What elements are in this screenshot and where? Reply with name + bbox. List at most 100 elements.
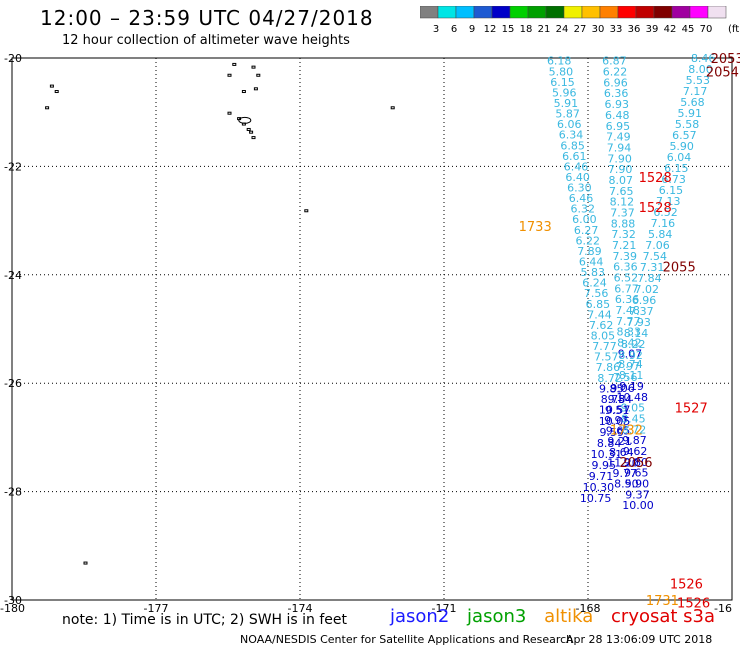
swh-value: 5.90 — [669, 140, 694, 153]
colorbar-label: 18 — [520, 24, 533, 35]
swh-value: 6.44 — [579, 256, 604, 269]
swh-value: 6.36 — [613, 261, 638, 274]
pass-time-label: 2053 — [711, 52, 740, 67]
latitude-tick-label: -30 — [4, 594, 22, 607]
colorbar-unit: (ft) — [728, 24, 740, 35]
swh-value: 7.57 — [594, 351, 619, 364]
swh-value: 6.48 — [605, 109, 630, 122]
swh-value: 11.20 — [607, 456, 639, 469]
island-outline — [246, 127, 251, 131]
pass-time-label: 1526 — [677, 597, 710, 612]
swh-value: 9.71 — [589, 470, 614, 483]
island-outline — [54, 90, 59, 94]
swh-value: 6.24 — [582, 277, 607, 290]
swh-value: 10.00 — [622, 499, 654, 512]
legend-cryosat: cryosat s3a — [611, 606, 716, 627]
swh-value: 5.53 — [686, 74, 711, 87]
island-outline — [241, 90, 246, 94]
pass-time-label: 2055 — [663, 261, 696, 276]
colorbar-swatch — [707, 6, 727, 19]
swh-value: 6.18 — [547, 55, 572, 68]
colorbar-label: 36 — [628, 24, 641, 35]
swh-value: 7.44 — [587, 308, 612, 321]
island-outline — [251, 65, 256, 69]
swh-value: 6.46 — [564, 160, 589, 173]
colorbar-label: 45 — [682, 24, 695, 35]
island-outline — [304, 209, 309, 213]
colorbar-label: 3 — [433, 24, 439, 35]
page-subtitle: 12 hour collection of altimeter wave hei… — [62, 33, 350, 48]
swh-value: 6.46 — [569, 192, 594, 205]
swh-value: 9.97 — [604, 414, 629, 427]
swh-value: 7.89 — [577, 245, 602, 258]
swh-value: 7.77 — [616, 315, 641, 328]
swh-value: 7.13 — [656, 195, 681, 208]
island-outline — [45, 106, 50, 110]
latitude-tick-label: -20 — [4, 52, 22, 65]
swh-value: 6.85 — [586, 298, 611, 311]
pass-time-label: 1731 — [646, 594, 679, 609]
swh-value: 10.30 — [583, 481, 615, 494]
island-outline — [232, 62, 237, 66]
credit-line: NOAA/NESDIS Center for Satellite Applica… — [240, 633, 574, 646]
swh-value: 9.77 — [612, 467, 637, 480]
swh-value: 9.07 — [618, 347, 643, 360]
swh-value: 8.50 — [614, 477, 639, 490]
swh-value: 7.56 — [584, 287, 609, 300]
colorbar-label: 15 — [502, 24, 515, 35]
swh-value: 7.93 — [626, 316, 651, 329]
swh-value: 9.21 — [607, 435, 632, 448]
swh-value: 6.36 — [604, 87, 629, 100]
island-outline — [251, 136, 256, 140]
swh-value: 6.22 — [576, 234, 601, 247]
swh-value: 8.45 — [621, 412, 646, 425]
swh-value: 7.65 — [609, 185, 634, 198]
swh-value: 7.94 — [607, 141, 632, 154]
island-outline — [227, 111, 232, 115]
colorbar-label: 33 — [610, 24, 623, 35]
island-outline — [227, 73, 232, 77]
longitude-tick-label: -171 — [432, 602, 457, 615]
colorbar-label: 42 — [664, 24, 677, 35]
swh-value: 9.59 — [600, 426, 625, 439]
swh-value: 6.96 — [603, 76, 628, 89]
swh-value: 9.51 — [605, 404, 630, 417]
swh-value: 8.78 — [601, 393, 626, 406]
swh-value: 9.65 — [606, 425, 631, 438]
footer-note: note: 1) Time is in UTC; 2) SWH is in fe… — [62, 612, 348, 628]
swh-value: 7.77 — [592, 340, 617, 353]
swh-value: 6.61 — [562, 150, 587, 163]
swh-value: 8.88 — [611, 217, 636, 230]
swh-value: 10.48 — [617, 391, 649, 404]
swh-value: 7.37 — [629, 305, 654, 318]
map-frame — [11, 57, 733, 601]
swh-value: 5.68 — [680, 96, 705, 109]
swh-value: 7.17 — [683, 85, 708, 98]
colorbar-label: 39 — [646, 24, 659, 35]
swh-value: 8.33 — [617, 326, 642, 339]
pass-time-label: 1732 — [610, 423, 643, 438]
swh-value: 7.48 — [615, 304, 640, 317]
island-outline — [253, 87, 258, 91]
colorbar-label: 12 — [484, 24, 497, 35]
swh-value: 8.72 — [622, 423, 647, 436]
swh-value: 9.65 — [624, 467, 649, 480]
swh-value: 8.84 — [597, 437, 622, 450]
swh-value: 8.05 — [591, 330, 616, 343]
swh-value: 6.96 — [632, 294, 657, 307]
swh-value: 6.73 — [661, 173, 686, 186]
colorbar-label: 21 — [538, 24, 551, 35]
latitude-tick-label: -26 — [4, 377, 22, 390]
swh-value: 7.62 — [589, 319, 614, 332]
swh-value: 6.06 — [557, 118, 582, 131]
pass-time-label: 1733 — [519, 220, 552, 235]
swh-value: 6.52 — [614, 272, 639, 285]
swh-value: 7.06 — [645, 239, 670, 252]
pass-time-label: 1526 — [670, 578, 703, 593]
swh-value: 6.22 — [603, 66, 628, 79]
swh-value: 9.90 — [625, 477, 650, 490]
swh-value: 5.84 — [648, 228, 673, 241]
swh-value: 6.93 — [604, 98, 629, 111]
